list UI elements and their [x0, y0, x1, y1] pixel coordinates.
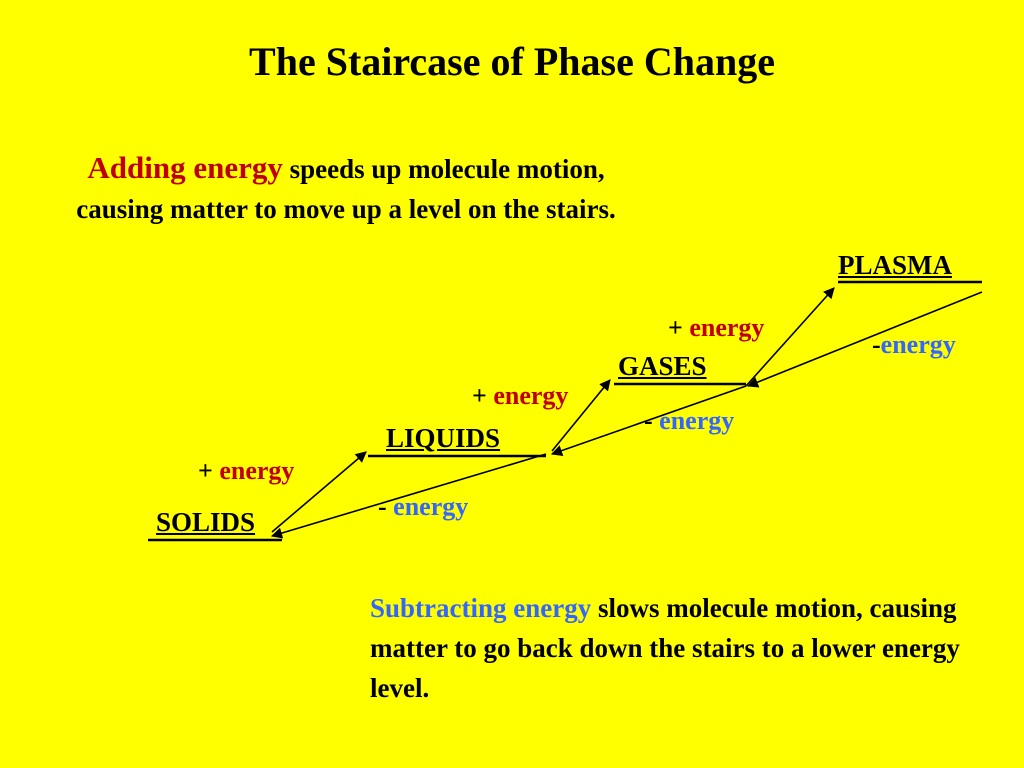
energy-word: energy: [493, 381, 569, 410]
energy-word: energy: [219, 456, 295, 485]
subtracting-energy-text: slows molecule motion, causing matter to…: [370, 593, 960, 703]
minus-sign: -: [644, 406, 653, 435]
energy-word: energy: [659, 406, 735, 435]
plus-sign: +: [472, 381, 487, 410]
plus-sign: +: [198, 456, 213, 485]
subtract-energy-liquids-solids: - energy: [378, 492, 468, 522]
subtract-energy-plasma-gases: -energy: [872, 330, 956, 360]
gases-to-plasma-arrow: [745, 287, 835, 387]
energy-word: energy: [880, 330, 956, 359]
liquids-to-solids-arrow: [270, 453, 547, 539]
subtracting-energy-paragraph: Subtracting energy slows molecule motion…: [370, 588, 970, 708]
add-energy-gases-plasma: + energy: [668, 313, 764, 343]
gases-label: GASES: [618, 351, 707, 381]
adding-energy-lead: Adding energy: [87, 150, 283, 185]
plus-sign: +: [668, 313, 683, 342]
minus-sign: -: [872, 330, 881, 359]
solids-label: SOLIDS: [156, 507, 256, 537]
energy-word: energy: [393, 492, 469, 521]
slide-title: The Staircase of Phase Change: [249, 39, 775, 84]
minus-sign: -: [378, 492, 387, 521]
subtracting-energy-lead: Subtracting energy: [370, 593, 592, 623]
plasma-label: PLASMA: [838, 250, 952, 280]
plasma-to-gases-arrow: [746, 291, 983, 388]
liquids-label: LIQUIDS: [386, 423, 501, 453]
energy-word: energy: [689, 313, 765, 342]
add-energy-solids-liquids: + energy: [198, 456, 294, 486]
liquids-to-gases-arrow: [551, 379, 611, 452]
subtract-energy-gases-liquids: - energy: [644, 406, 734, 436]
solids-to-liquids-arrow: [271, 451, 367, 533]
adding-energy-paragraph: Adding energy speeds up molecule motion,…: [68, 148, 624, 229]
gases-to-liquids-arrow: [550, 385, 747, 456]
add-energy-liquids-gases: + energy: [472, 381, 568, 411]
adding-energy-text: speeds up molecule motion, causing matte…: [76, 154, 616, 224]
